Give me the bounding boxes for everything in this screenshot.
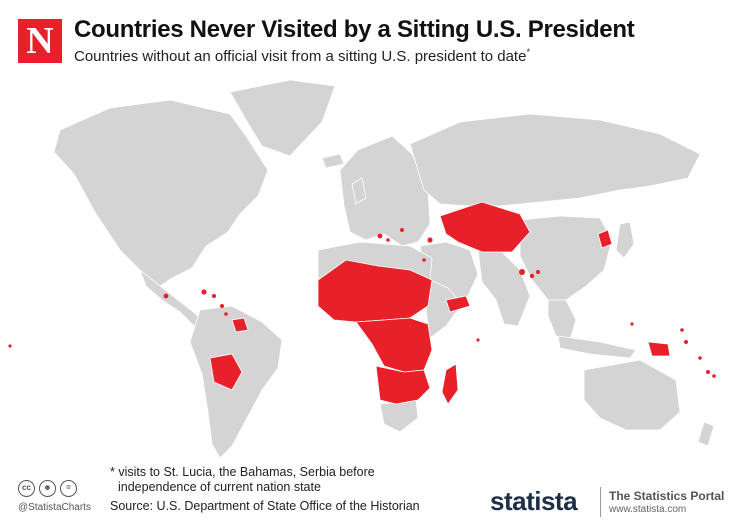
statista-logo: statista bbox=[490, 486, 578, 516]
newsweek-logo: N bbox=[18, 19, 62, 63]
southeast-asia bbox=[547, 299, 577, 341]
nd-icon: = bbox=[60, 480, 77, 497]
pacific-island bbox=[698, 356, 702, 360]
not-visited-yemen bbox=[445, 295, 471, 313]
australia bbox=[583, 359, 681, 431]
license-icons: cc ☻ = bbox=[18, 480, 77, 497]
japan bbox=[615, 221, 635, 259]
pacific-island bbox=[630, 322, 634, 326]
central-america bbox=[139, 268, 205, 329]
not-visited-central-asia bbox=[439, 201, 531, 253]
statista-handle: @StatistaCharts bbox=[18, 502, 91, 513]
page-title: Countries Never Visited by a Sitting U.S… bbox=[74, 16, 635, 43]
indian-ocean-island bbox=[536, 270, 540, 274]
footnote: * visits to St. Lucia, the Bahamas, Serb… bbox=[110, 465, 375, 494]
by-icon: ☻ bbox=[39, 480, 56, 497]
not-visited-land bbox=[209, 201, 671, 405]
portal-label: The Statistics Portal bbox=[609, 489, 725, 503]
not-visited-islands bbox=[8, 228, 716, 378]
balkan-country bbox=[377, 233, 383, 239]
visited-land bbox=[53, 79, 715, 459]
pacific-island bbox=[684, 340, 688, 344]
cc-icon: cc bbox=[18, 480, 35, 497]
south-africa bbox=[379, 399, 419, 433]
not-visited-sahel bbox=[317, 259, 433, 323]
pacific-island bbox=[712, 374, 716, 378]
gulf-country bbox=[422, 258, 426, 262]
indian-ocean-island bbox=[476, 338, 480, 342]
world-map bbox=[8, 79, 716, 459]
indian-ocean-island bbox=[519, 269, 525, 275]
divider bbox=[600, 487, 601, 517]
central-america-spot bbox=[163, 293, 169, 299]
greenland bbox=[229, 79, 336, 157]
south-asia bbox=[477, 249, 531, 327]
source-text: Source: U.S. Department of State Office … bbox=[110, 499, 420, 513]
north-america bbox=[53, 99, 269, 287]
east-asia bbox=[519, 215, 613, 301]
not-visited-north-korea bbox=[597, 229, 613, 249]
pacific-island bbox=[706, 370, 710, 374]
caribbean-island bbox=[224, 312, 228, 316]
pacific-island bbox=[680, 328, 684, 332]
east-africa bbox=[425, 279, 463, 339]
atlantic-island bbox=[8, 344, 12, 348]
europe bbox=[339, 135, 431, 247]
not-visited-southern-africa bbox=[375, 365, 431, 405]
iceland bbox=[321, 153, 345, 169]
indian-ocean-island bbox=[529, 273, 535, 279]
not-visited-bolivia bbox=[209, 353, 243, 391]
caucasus-country bbox=[427, 237, 433, 243]
caribbean-island bbox=[212, 294, 216, 298]
not-visited-central-africa bbox=[355, 317, 433, 373]
caribbean-island bbox=[201, 289, 207, 295]
balkan-country bbox=[386, 238, 390, 242]
russia bbox=[409, 113, 701, 207]
balkan-country bbox=[400, 228, 404, 232]
new-zealand bbox=[697, 421, 715, 447]
uk bbox=[351, 177, 367, 205]
not-visited-png bbox=[647, 341, 671, 357]
not-visited-madagascar bbox=[441, 363, 459, 405]
page-subtitle: Countries without an official visit from… bbox=[74, 47, 530, 65]
not-visited-guianas bbox=[231, 317, 249, 333]
portal-url: www.statista.com bbox=[609, 504, 687, 515]
caribbean-island bbox=[220, 304, 224, 308]
indonesia bbox=[557, 335, 637, 359]
